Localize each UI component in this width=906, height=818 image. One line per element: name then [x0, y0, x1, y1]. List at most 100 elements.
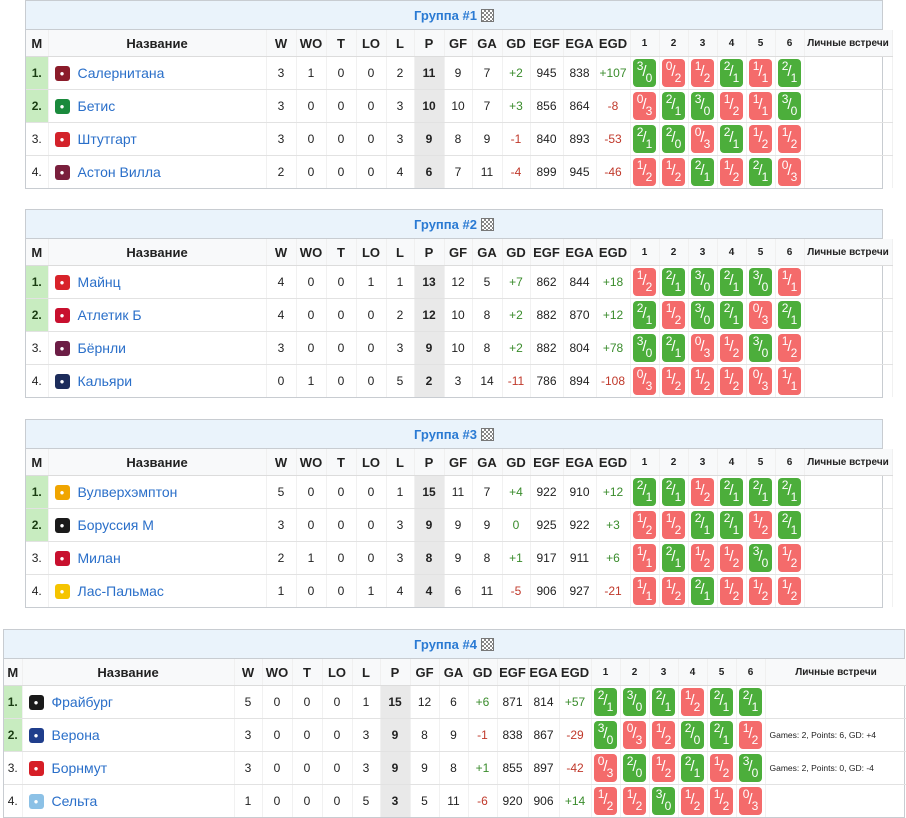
match-result-badge[interactable]: 2/1 — [739, 688, 762, 716]
match-result-badge[interactable]: 2/1 — [633, 125, 656, 153]
match-result-badge[interactable]: 1/2 — [749, 125, 772, 153]
match-result-badge[interactable]: 2/1 — [691, 511, 714, 539]
match-result-badge[interactable]: 1/2 — [720, 544, 743, 572]
group-title[interactable]: Группа #3 — [414, 426, 477, 442]
match-result-badge[interactable]: 3/0 — [778, 92, 801, 120]
chessboard-icon[interactable] — [480, 8, 494, 22]
match-result-badge[interactable]: 1/2 — [778, 577, 801, 605]
match-result-badge[interactable]: 1/1 — [778, 367, 801, 395]
match-result-badge[interactable]: 1/2 — [633, 268, 656, 296]
match-result-badge[interactable]: 1/1 — [778, 268, 801, 296]
match-result-badge[interactable]: 0/3 — [623, 721, 646, 749]
match-result-badge[interactable]: 1/2 — [691, 367, 714, 395]
match-result-badge[interactable]: 0/2 — [662, 59, 685, 87]
match-result-badge[interactable]: 1/2 — [778, 544, 801, 572]
match-result-badge[interactable]: 2/1 — [778, 478, 801, 506]
team-link[interactable]: Милан — [77, 550, 121, 566]
match-result-badge[interactable]: 0/3 — [594, 754, 617, 782]
match-result-badge[interactable]: 1/1 — [633, 577, 656, 605]
team-link[interactable]: Вулверхэмптон — [77, 484, 178, 500]
team-link[interactable]: Астон Вилла — [77, 164, 161, 180]
match-result-badge[interactable]: 2/1 — [662, 268, 685, 296]
match-result-badge[interactable]: 2/1 — [594, 688, 617, 716]
match-result-badge[interactable]: 2/1 — [778, 59, 801, 87]
match-result-badge[interactable]: 2/1 — [691, 158, 714, 186]
match-result-badge[interactable]: 1/2 — [662, 158, 685, 186]
match-result-badge[interactable]: 1/2 — [691, 59, 714, 87]
match-result-badge[interactable]: 3/0 — [749, 544, 772, 572]
match-result-badge[interactable]: 1/2 — [633, 158, 656, 186]
match-result-badge[interactable]: 1/2 — [778, 125, 801, 153]
match-result-badge[interactable]: 1/2 — [720, 577, 743, 605]
team-link[interactable]: Верона — [51, 727, 100, 743]
match-result-badge[interactable]: 3/0 — [739, 754, 762, 782]
match-result-badge[interactable]: 1/2 — [749, 577, 772, 605]
team-link[interactable]: Фрайбург — [51, 694, 113, 710]
match-result-badge[interactable]: 3/0 — [691, 301, 714, 329]
match-result-badge[interactable]: 0/3 — [633, 92, 656, 120]
match-result-badge[interactable]: 2/1 — [691, 577, 714, 605]
team-link[interactable]: Сельта — [51, 793, 98, 809]
match-result-badge[interactable]: 0/3 — [633, 367, 656, 395]
group-title[interactable]: Группа #1 — [414, 7, 477, 23]
match-result-badge[interactable]: 1/2 — [652, 754, 675, 782]
match-result-badge[interactable]: 1/2 — [662, 511, 685, 539]
match-result-badge[interactable]: 1/2 — [710, 787, 733, 815]
team-link[interactable]: Кальяри — [77, 373, 133, 389]
match-result-badge[interactable]: 3/0 — [623, 688, 646, 716]
match-result-badge[interactable]: 2/1 — [778, 511, 801, 539]
chessboard-icon[interactable] — [480, 427, 494, 441]
match-result-badge[interactable]: 2/1 — [749, 478, 772, 506]
team-link[interactable]: Бетис — [77, 98, 116, 114]
match-result-badge[interactable]: 2/1 — [662, 478, 685, 506]
match-result-badge[interactable]: 2/1 — [778, 301, 801, 329]
match-result-badge[interactable]: 2/0 — [662, 125, 685, 153]
group-title[interactable]: Группа #2 — [414, 216, 477, 232]
match-result-badge[interactable]: 1/2 — [720, 367, 743, 395]
team-link[interactable]: Борнмут — [51, 760, 108, 776]
match-result-badge[interactable]: 3/0 — [749, 268, 772, 296]
match-result-badge[interactable]: 1/2 — [662, 367, 685, 395]
match-result-badge[interactable]: 1/2 — [633, 511, 656, 539]
match-result-badge[interactable]: 2/1 — [720, 59, 743, 87]
match-result-badge[interactable]: 2/1 — [710, 721, 733, 749]
match-result-badge[interactable]: 1/2 — [594, 787, 617, 815]
match-result-badge[interactable]: 0/3 — [778, 158, 801, 186]
match-result-badge[interactable]: 1/2 — [749, 511, 772, 539]
match-result-badge[interactable]: 2/1 — [633, 301, 656, 329]
match-result-badge[interactable]: 1/1 — [749, 92, 772, 120]
match-result-badge[interactable]: 1/2 — [652, 721, 675, 749]
match-result-badge[interactable]: 2/1 — [710, 688, 733, 716]
match-result-badge[interactable]: 2/1 — [749, 158, 772, 186]
match-result-badge[interactable]: 0/3 — [749, 367, 772, 395]
team-link[interactable]: Салернитана — [77, 65, 165, 81]
match-result-badge[interactable]: 2/1 — [652, 688, 675, 716]
match-result-badge[interactable]: 2/1 — [720, 511, 743, 539]
team-link[interactable]: Штутгарт — [77, 131, 137, 147]
match-result-badge[interactable]: 0/3 — [749, 301, 772, 329]
match-result-badge[interactable]: 3/0 — [633, 334, 656, 362]
match-result-badge[interactable]: 2/1 — [662, 334, 685, 362]
group-title[interactable]: Группа #4 — [414, 636, 477, 652]
match-result-badge[interactable]: 1/2 — [691, 478, 714, 506]
match-result-badge[interactable]: 2/0 — [623, 754, 646, 782]
match-result-badge[interactable]: 1/2 — [720, 334, 743, 362]
match-result-badge[interactable]: 1/2 — [739, 721, 762, 749]
match-result-badge[interactable]: 1/2 — [691, 544, 714, 572]
match-result-badge[interactable]: 1/2 — [681, 688, 704, 716]
match-result-badge[interactable]: 2/1 — [720, 125, 743, 153]
match-result-badge[interactable]: 2/0 — [681, 721, 704, 749]
match-result-badge[interactable]: 0/3 — [691, 125, 714, 153]
match-result-badge[interactable]: 1/2 — [720, 158, 743, 186]
match-result-badge[interactable]: 1/2 — [662, 301, 685, 329]
match-result-badge[interactable]: 1/2 — [623, 787, 646, 815]
match-result-badge[interactable]: 0/3 — [739, 787, 762, 815]
match-result-badge[interactable]: 3/0 — [633, 59, 656, 87]
match-result-badge[interactable]: 0/3 — [691, 334, 714, 362]
team-link[interactable]: Майнц — [77, 274, 121, 290]
match-result-badge[interactable]: 1/2 — [662, 577, 685, 605]
team-link[interactable]: Лас-Пальмас — [77, 583, 164, 599]
match-result-badge[interactable]: 3/0 — [749, 334, 772, 362]
match-result-badge[interactable]: 3/0 — [594, 721, 617, 749]
match-result-badge[interactable]: 1/2 — [710, 754, 733, 782]
